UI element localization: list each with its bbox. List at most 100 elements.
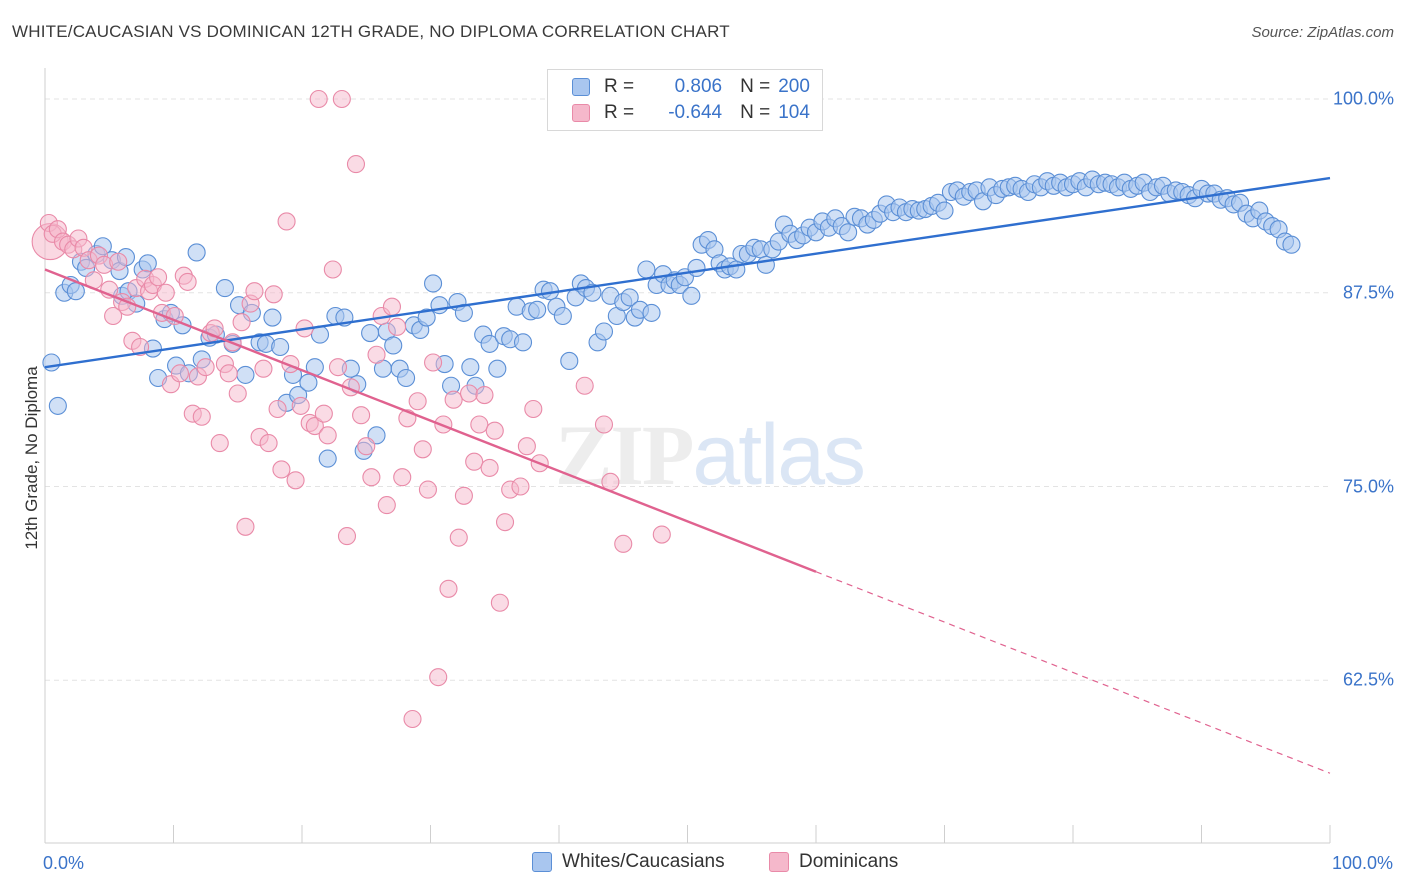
series-legend: Whites/Caucasians Dominicans (0, 851, 1406, 877)
dominican-point (377, 496, 396, 515)
dominican-point (475, 385, 494, 405)
series-dominicans-points (31, 89, 671, 729)
white-point (583, 283, 602, 302)
legend-r-label: R = (604, 102, 635, 123)
dominican-point (254, 359, 273, 378)
x-tick-label: 0.0% (43, 853, 85, 873)
dominican-point (309, 89, 328, 109)
dominican-point (236, 517, 255, 536)
dominican-point (178, 272, 197, 291)
legend-r-value: 0.806 (674, 76, 723, 97)
dominican-point (382, 297, 402, 316)
white-point (756, 255, 775, 274)
dominican-point (170, 364, 189, 383)
dominican-point (490, 593, 509, 612)
dominican-point (393, 468, 412, 487)
dominican-point (232, 313, 251, 332)
dominican-point (495, 513, 515, 532)
dominican-point (305, 416, 324, 436)
white-point (513, 333, 533, 352)
trend-lines (44, 176, 1331, 774)
axes (44, 68, 1331, 844)
source-label: Source: ZipAtlas.com (1251, 24, 1394, 41)
dominican-point (272, 460, 291, 479)
white-point (299, 373, 318, 392)
dominican-point (388, 317, 407, 336)
dominican-point (277, 212, 296, 231)
white-point (318, 449, 337, 468)
legend-label-whites: Whites/Caucasians (562, 851, 725, 872)
dominican-point (449, 528, 468, 547)
dominican-point (337, 527, 357, 546)
dominican-point (286, 471, 305, 490)
legend-n-value: 104 (778, 102, 810, 123)
white-point (263, 308, 282, 327)
white-point (271, 337, 290, 357)
white-point (839, 223, 858, 242)
trend-line-dominicans-extrapolated (815, 571, 1331, 774)
legend-row-whites: R = 0.806 N = 200 (572, 75, 810, 99)
dominican-point (594, 415, 614, 434)
legend-item-dominicans[interactable]: Dominicans (769, 851, 898, 873)
legend-n-value: 200 (778, 76, 810, 97)
legend-r-label: R = (604, 76, 635, 97)
white-point (687, 258, 706, 278)
dominican-point (459, 384, 479, 403)
stats-legend: R = 0.806 N = 200 R = -0.644 N = 104 (547, 69, 823, 131)
white-point (48, 396, 67, 415)
dominican-point (470, 415, 489, 434)
y-tick-label: 100.0% (1332, 88, 1394, 109)
dominican-point (328, 358, 348, 377)
y-tick-label: 75.0% (1342, 476, 1394, 496)
white-point (424, 274, 443, 293)
dominican-point (192, 407, 211, 426)
dominican-point (219, 364, 238, 383)
trend-line-dominicans (44, 268, 817, 573)
dominican-point (444, 390, 463, 409)
white-point (594, 322, 614, 341)
dominican-point (511, 477, 530, 496)
white-point (417, 308, 436, 327)
trend-line-whites (44, 176, 1331, 369)
dominican-point (439, 579, 458, 598)
dominican-point (403, 709, 422, 729)
legend-item-whites[interactable]: Whites/Caucasians (532, 851, 725, 873)
dominican-point (268, 399, 287, 419)
dominican-point (367, 345, 386, 364)
white-point (488, 359, 507, 378)
dominican-point (109, 252, 128, 271)
white-point (361, 323, 380, 343)
white-point (480, 334, 499, 353)
dominican-point (346, 155, 366, 174)
legend-swatch-dominicans (572, 104, 590, 122)
dominican-point (652, 525, 671, 544)
series-whites-points (42, 170, 1301, 468)
dominican-point (149, 268, 168, 287)
dominican-point (429, 668, 448, 687)
white-point (637, 260, 656, 279)
dominican-point (408, 392, 427, 411)
dominican-point (480, 458, 499, 477)
legend-r-value: -0.644 (668, 102, 723, 123)
dominican-point (352, 406, 371, 425)
dominican-point (323, 260, 342, 279)
white-point (187, 243, 206, 262)
dominican-point (156, 283, 175, 302)
dominican-point (314, 404, 333, 423)
legend-label-dominicans: Dominicans (799, 851, 899, 872)
dominican-point (418, 480, 437, 499)
dominican-point (291, 396, 310, 415)
legend-swatch-dominicans (769, 852, 789, 872)
legend-n-label: N = (740, 76, 771, 97)
white-point (560, 351, 579, 371)
dominican-point (104, 306, 123, 326)
white-point (935, 201, 954, 220)
white-point (215, 279, 234, 298)
white-point (682, 286, 701, 305)
dominican-point (245, 282, 264, 301)
dominican-point (264, 285, 283, 304)
white-point (1282, 235, 1301, 254)
y-tick-label: 62.5% (1342, 669, 1394, 690)
legend-swatch-whites (532, 852, 552, 872)
